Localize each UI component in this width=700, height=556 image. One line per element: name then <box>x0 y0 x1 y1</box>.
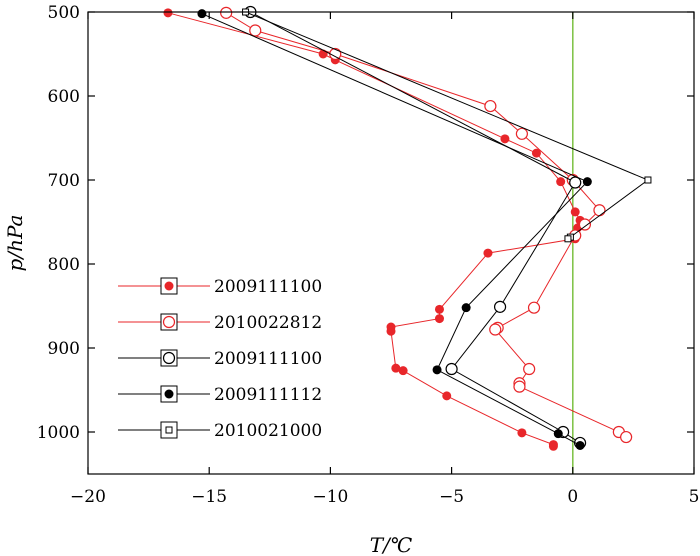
data-point <box>523 362 536 376</box>
series-line <box>201 13 589 446</box>
legend-marker <box>162 315 176 329</box>
data-point <box>432 365 442 375</box>
y-axis-title: p/hPa <box>3 215 27 272</box>
data-point <box>442 391 452 401</box>
y-tick-label: 900 <box>48 339 80 359</box>
data-point <box>575 440 585 450</box>
x-tick-label: 0 <box>567 487 578 507</box>
data-point <box>515 127 528 140</box>
x-axis-title: T/℃ <box>370 533 412 556</box>
data-point <box>489 323 502 336</box>
data-point <box>513 380 526 393</box>
data-point <box>484 99 497 113</box>
legend-marker <box>162 351 176 365</box>
data-point <box>564 235 572 243</box>
legend-label: 2009111112 <box>214 385 322 405</box>
data-point <box>517 428 527 438</box>
x-tick-label: −5 <box>439 487 464 507</box>
data-point <box>593 204 606 217</box>
data-point <box>578 218 592 231</box>
data-point <box>391 363 401 373</box>
legend-label: 2009111100 <box>214 349 322 369</box>
y-tick-label: 600 <box>48 87 80 107</box>
data-point <box>434 304 444 314</box>
y-tick-label: 500 <box>48 3 80 23</box>
data-point <box>445 362 458 376</box>
data-point <box>386 326 396 336</box>
legend-label: 2010021000 <box>214 421 322 441</box>
y-tick-label: 800 <box>48 255 80 275</box>
data-point <box>434 314 444 324</box>
series-2 <box>244 5 587 450</box>
data-point <box>398 366 408 376</box>
data-point <box>163 8 173 18</box>
legend-label: 2010022812 <box>214 313 322 333</box>
data-point <box>569 176 582 189</box>
series-3 <box>197 9 592 450</box>
y-tick-label: 1000 <box>37 423 80 443</box>
legend-marker <box>164 389 174 399</box>
data-point <box>483 248 493 258</box>
data-point <box>493 300 507 313</box>
data-point <box>527 301 541 314</box>
data-point <box>249 24 262 37</box>
data-point <box>197 9 207 19</box>
legend-marker <box>165 426 173 434</box>
x-tick-label: −10 <box>312 487 348 507</box>
series-line <box>225 12 627 438</box>
x-tick-label: −15 <box>191 487 227 507</box>
data-point <box>500 134 510 144</box>
y-tick-label: 700 <box>48 171 80 191</box>
x-tick-label: 5 <box>689 487 700 507</box>
series-4 <box>242 8 652 243</box>
data-point <box>570 207 580 217</box>
legend: 2009111100 2010022812 2009111100 2009111112… <box>118 277 322 441</box>
y-axis: 500 600 700 800 900 1000 <box>37 3 694 443</box>
x-axis: −20 −15 −10 −5 0 5 <box>70 12 699 507</box>
data-point <box>531 148 541 158</box>
data-point <box>582 177 592 187</box>
data-point <box>620 430 633 444</box>
data-point <box>553 429 563 439</box>
plot-area <box>87 5 695 475</box>
legend-marker <box>164 281 174 291</box>
series-line <box>245 11 649 240</box>
data-point <box>220 6 233 19</box>
data-point <box>461 303 471 313</box>
data-point <box>644 176 652 184</box>
data-point <box>556 177 566 187</box>
legend-label: 2009111100 <box>214 277 322 297</box>
series-1 <box>220 6 633 444</box>
plot-frame <box>87 11 695 475</box>
series-layer <box>163 5 652 451</box>
data-point <box>548 441 558 451</box>
x-tick-label: −20 <box>70 487 106 507</box>
